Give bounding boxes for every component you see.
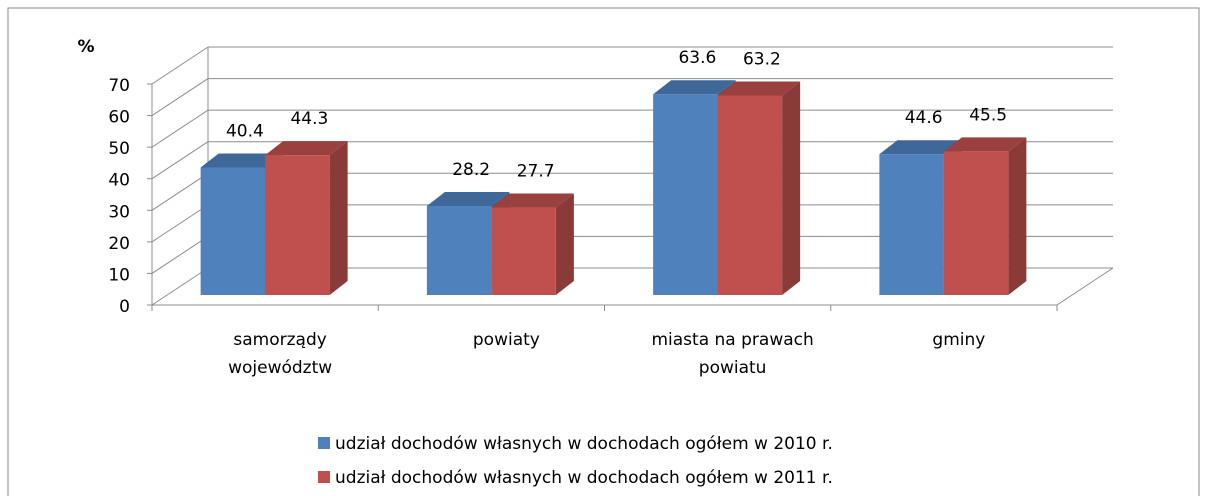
bar-front	[426, 205, 492, 295]
bar-front	[717, 95, 783, 296]
bar-top	[943, 137, 1027, 152]
bar-top	[265, 141, 348, 156]
grid-line	[151, 109, 209, 148]
bar-top	[717, 81, 801, 96]
bar-front	[943, 151, 1009, 295]
bar-side	[782, 81, 801, 296]
floor-line	[1056, 267, 1114, 306]
value-label: 63.2	[743, 49, 781, 69]
legend-swatch	[318, 471, 330, 483]
bar-front	[879, 154, 944, 295]
y-tick-label: 20	[108, 234, 130, 254]
bar-side	[555, 193, 574, 295]
x-tick-label: miasta na prawach powiatu	[651, 330, 813, 378]
y-axis-label: %	[77, 37, 94, 57]
grid-line	[151, 141, 209, 180]
y-tick-label: 0	[119, 297, 130, 317]
y-tick-label: 60	[108, 108, 130, 128]
bar-top	[653, 80, 736, 95]
bar	[265, 141, 348, 295]
bar-side	[1008, 137, 1027, 295]
value-label: 44.6	[905, 108, 943, 128]
y-tick-label: 10	[108, 265, 130, 285]
value-label: 44.3	[290, 109, 328, 129]
x-tick-label: samorządy województw	[228, 330, 332, 378]
value-label: 40.4	[226, 121, 264, 141]
bar-side	[329, 141, 348, 295]
grid-line	[151, 236, 209, 274]
value-label: 63.6	[678, 48, 716, 68]
grid-line	[151, 204, 209, 243]
y-tick-label: 70	[108, 76, 130, 96]
bar-front	[653, 94, 718, 295]
value-label: 45.5	[969, 105, 1007, 125]
bar	[491, 193, 574, 295]
y-tick-label: 50	[108, 139, 130, 159]
legend-label: udział dochodów własnych w dochodach ogó…	[335, 468, 833, 488]
grid-line	[151, 46, 209, 85]
bar-front	[491, 207, 556, 295]
bar-top	[879, 140, 962, 155]
legend-swatch	[318, 437, 330, 449]
value-label: 28.2	[452, 160, 490, 180]
bar-front	[265, 155, 330, 295]
grid-line	[151, 78, 209, 116]
x-tick-label: gminy	[932, 330, 985, 350]
bar-top	[491, 193, 574, 208]
grid-line	[151, 267, 209, 306]
bar	[717, 81, 801, 296]
x-tick-label: powiaty	[473, 330, 540, 350]
y-tick-label: 30	[108, 202, 130, 222]
bar	[943, 137, 1027, 295]
grid-line	[151, 172, 209, 211]
value-label: 27.7	[517, 162, 555, 182]
bar-top	[426, 191, 510, 206]
bar-front	[200, 167, 266, 295]
legend-label: udział dochodów własnych w dochodach ogó…	[335, 434, 833, 454]
y-tick-label: 40	[108, 171, 130, 191]
bar-top	[200, 153, 284, 168]
